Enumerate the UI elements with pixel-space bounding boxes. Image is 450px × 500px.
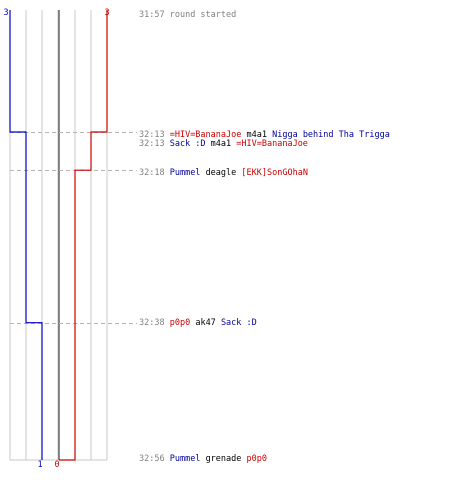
- series-red-line: [59, 10, 108, 461]
- event-message: round started: [169, 10, 237, 20]
- event-killer: Pummel: [169, 454, 201, 464]
- event-time: 32:38: [139, 318, 165, 328]
- series-blue-line: [9, 10, 43, 460]
- event-weapon: m4a1: [210, 139, 232, 149]
- event-victim: Nigga behind Tha Trigga: [272, 130, 390, 140]
- event-row: 31:57 round started: [139, 10, 236, 20]
- start-label-blue: 3: [3, 8, 8, 18]
- event-row: 32:38 p0p0 ak47 Sack :D: [139, 318, 257, 328]
- event-killer: Sack :D: [169, 139, 206, 149]
- event-row: 32:56 Pummel grenade p0p0: [139, 454, 267, 464]
- end-label-blue: 1: [37, 460, 42, 470]
- event-time: 32:56: [139, 454, 165, 464]
- event-time: 32:18: [139, 168, 165, 178]
- event-victim: =HIV=BananaJoe: [236, 139, 308, 149]
- event-killer: =HIV=BananaJoe: [169, 130, 242, 140]
- event-killer: Pummel: [169, 168, 201, 178]
- chart-series: [9, 10, 108, 461]
- event-time: 32:13: [139, 139, 165, 149]
- start-label-red: 3: [104, 8, 109, 18]
- event-time: 32:13: [139, 130, 165, 140]
- event-victim: Sack :D: [220, 318, 257, 328]
- event-time: 31:57: [139, 10, 165, 20]
- event-guides: [10, 132, 137, 324]
- event-victim: p0p0: [246, 454, 267, 464]
- event-killer: p0p0: [169, 318, 191, 328]
- event-weapon: grenade: [205, 454, 242, 464]
- event-row: 32:13 =HIV=BananaJoe m4a1 Nigga behind T…: [139, 130, 390, 140]
- event-row: 32:13 Sack :D m4a1 =HIV=BananaJoe: [139, 139, 308, 149]
- event-weapon: deagle: [205, 168, 237, 178]
- chart-labels: 3 3 1 0: [3, 8, 109, 470]
- event-victim: [EKK]SonGOhaN: [241, 168, 308, 178]
- end-label-red: 0: [54, 460, 59, 470]
- event-row: 32:18 Pummel deagle [EKK]SonGOhaN: [139, 168, 308, 178]
- event-weapon: ak47: [195, 318, 216, 328]
- event-weapon: m4a1: [246, 130, 267, 140]
